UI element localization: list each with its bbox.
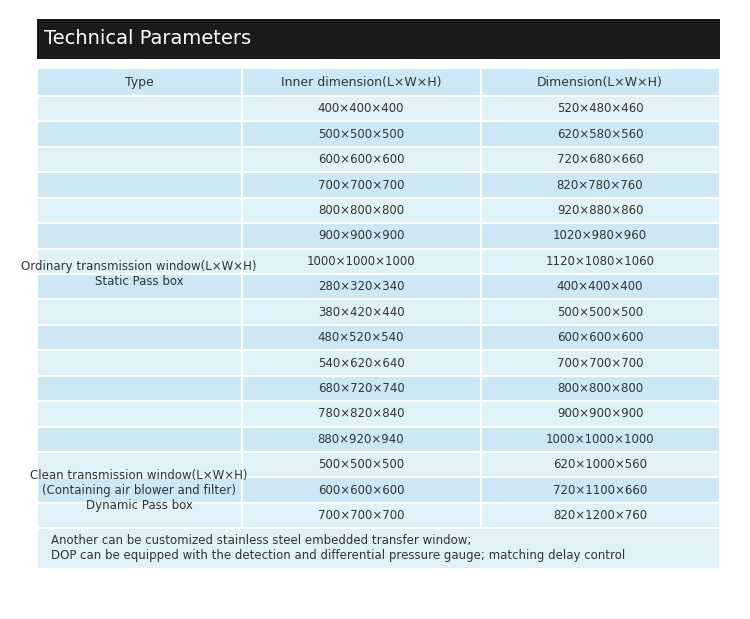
FancyBboxPatch shape [37, 376, 242, 401]
FancyBboxPatch shape [37, 529, 719, 569]
FancyBboxPatch shape [242, 477, 481, 503]
FancyBboxPatch shape [37, 68, 242, 96]
FancyBboxPatch shape [37, 223, 242, 249]
Text: 520×480×460: 520×480×460 [556, 102, 644, 115]
Text: Dimension(L×W×H): Dimension(L×W×H) [537, 76, 663, 89]
Text: 600×600×600: 600×600×600 [318, 483, 404, 496]
FancyBboxPatch shape [242, 376, 481, 401]
FancyBboxPatch shape [481, 452, 719, 477]
FancyBboxPatch shape [481, 503, 719, 529]
Text: 600×600×600: 600×600×600 [318, 153, 404, 166]
FancyBboxPatch shape [481, 121, 719, 147]
Text: 500×500×500: 500×500×500 [318, 458, 404, 471]
Text: 900×900×900: 900×900×900 [318, 230, 404, 243]
FancyBboxPatch shape [37, 147, 242, 172]
Text: 600×600×600: 600×600×600 [556, 331, 644, 344]
FancyBboxPatch shape [242, 300, 481, 325]
FancyBboxPatch shape [481, 198, 719, 223]
FancyBboxPatch shape [37, 401, 242, 426]
FancyBboxPatch shape [242, 121, 481, 147]
Text: 680×720×740: 680×720×740 [318, 382, 404, 395]
FancyBboxPatch shape [481, 274, 719, 300]
FancyBboxPatch shape [481, 223, 719, 249]
FancyBboxPatch shape [37, 350, 242, 376]
Text: 400×400×400: 400×400×400 [318, 102, 404, 115]
FancyBboxPatch shape [481, 376, 719, 401]
FancyBboxPatch shape [37, 172, 242, 198]
FancyBboxPatch shape [242, 452, 481, 477]
FancyBboxPatch shape [242, 274, 481, 300]
Text: 280×320×340: 280×320×340 [318, 280, 404, 293]
Text: 620×1000×560: 620×1000×560 [553, 458, 647, 471]
FancyBboxPatch shape [37, 300, 242, 325]
Text: 700×700×700: 700×700×700 [318, 178, 404, 191]
FancyBboxPatch shape [481, 401, 719, 426]
FancyBboxPatch shape [37, 426, 242, 452]
FancyBboxPatch shape [481, 477, 719, 503]
FancyBboxPatch shape [481, 147, 719, 172]
FancyBboxPatch shape [481, 68, 719, 96]
Text: 500×500×500: 500×500×500 [557, 306, 643, 319]
FancyBboxPatch shape [481, 172, 719, 198]
FancyBboxPatch shape [481, 96, 719, 121]
FancyBboxPatch shape [37, 198, 242, 223]
Text: Inner dimension(L×W×H): Inner dimension(L×W×H) [280, 76, 441, 89]
FancyBboxPatch shape [37, 96, 242, 121]
FancyBboxPatch shape [481, 300, 719, 325]
FancyBboxPatch shape [242, 96, 481, 121]
FancyBboxPatch shape [37, 477, 242, 503]
FancyBboxPatch shape [481, 249, 719, 274]
Text: 820×1200×760: 820×1200×760 [553, 509, 647, 522]
Text: 700×700×700: 700×700×700 [318, 509, 404, 522]
FancyBboxPatch shape [37, 274, 242, 300]
FancyBboxPatch shape [481, 426, 719, 452]
FancyBboxPatch shape [481, 350, 719, 376]
Text: 780×820×840: 780×820×840 [318, 407, 404, 420]
FancyBboxPatch shape [242, 172, 481, 198]
Text: 920×880×860: 920×880×860 [556, 204, 644, 217]
Text: 700×700×700: 700×700×700 [556, 357, 644, 370]
Text: 1000×1000×1000: 1000×1000×1000 [546, 433, 654, 446]
FancyBboxPatch shape [37, 249, 242, 274]
FancyBboxPatch shape [242, 249, 481, 274]
FancyBboxPatch shape [242, 223, 481, 249]
FancyBboxPatch shape [37, 325, 242, 350]
Text: 880×920×940: 880×920×940 [318, 433, 404, 446]
Text: 1120×1080×1060: 1120×1080×1060 [545, 255, 655, 268]
FancyBboxPatch shape [481, 325, 719, 350]
Text: Clean transmission window(L×W×H)
(Containing air blower and filter)
Dynamic Pass: Clean transmission window(L×W×H) (Contai… [30, 469, 248, 512]
Text: 500×500×500: 500×500×500 [318, 128, 404, 141]
FancyBboxPatch shape [242, 325, 481, 350]
Text: 540×620×640: 540×620×640 [318, 357, 404, 370]
FancyBboxPatch shape [242, 503, 481, 529]
Text: 1000×1000×1000: 1000×1000×1000 [307, 255, 416, 268]
Text: 1020×980×960: 1020×980×960 [553, 230, 647, 243]
FancyBboxPatch shape [37, 452, 242, 477]
FancyBboxPatch shape [242, 147, 481, 172]
Text: Type: Type [124, 76, 154, 89]
Text: 720×680×660: 720×680×660 [556, 153, 644, 166]
Text: 400×400×400: 400×400×400 [556, 280, 644, 293]
FancyBboxPatch shape [37, 121, 242, 147]
FancyBboxPatch shape [242, 198, 481, 223]
Text: 800×800×800: 800×800×800 [318, 204, 404, 217]
Text: 720×1100×660: 720×1100×660 [553, 483, 647, 496]
Text: Ordinary transmission window(L×W×H)
Static Pass box: Ordinary transmission window(L×W×H) Stat… [21, 260, 256, 288]
Text: 820×780×760: 820×780×760 [556, 178, 644, 191]
Text: 620×580×560: 620×580×560 [556, 128, 644, 141]
Text: 380×420×440: 380×420×440 [318, 306, 404, 319]
Text: Another can be customized stainless steel embedded transfer window;
DOP can be e: Another can be customized stainless stee… [51, 534, 626, 563]
FancyBboxPatch shape [37, 503, 242, 529]
FancyBboxPatch shape [37, 19, 719, 59]
Text: 480×520×540: 480×520×540 [318, 331, 404, 344]
Text: 800×800×800: 800×800×800 [557, 382, 643, 395]
FancyBboxPatch shape [242, 401, 481, 426]
FancyBboxPatch shape [242, 68, 481, 96]
Text: Technical Parameters: Technical Parameters [44, 29, 251, 48]
FancyBboxPatch shape [242, 350, 481, 376]
FancyBboxPatch shape [242, 426, 481, 452]
Text: 900×900×900: 900×900×900 [556, 407, 644, 420]
